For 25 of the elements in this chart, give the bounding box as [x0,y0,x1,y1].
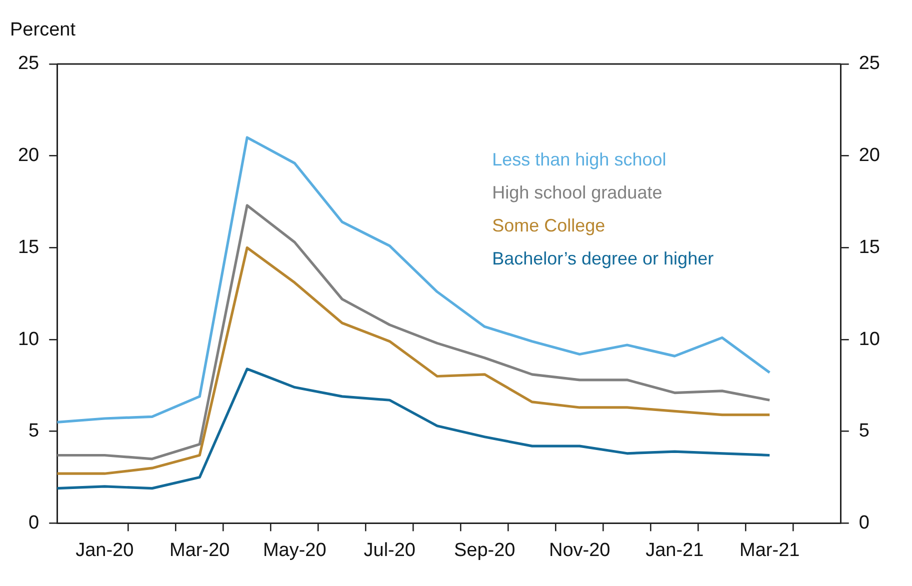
text: High school graduate [492,182,662,202]
y-tick-label: 0 [28,512,40,534]
y-tick-label: 20 [18,145,40,166]
y-axis-title: Percent [10,20,76,41]
y-tick-label: 25 [18,53,40,74]
x-tick-label: Mar-20 [170,540,230,561]
x-tick-label: Jan-21 [646,540,704,561]
y2-tick-label: 15 [858,236,880,258]
y2-tick-label: 0 [858,512,870,534]
x-tick-label: Nov-20 [548,540,610,561]
y-tick-label: 10 [18,328,40,350]
x-tick-label: May-20 [262,540,326,561]
x-tick-label: Mar-21 [740,540,800,561]
x-tick-label: Jan-20 [76,540,134,561]
y2-tick-label: 20 [858,145,880,166]
x-tick-label: Jul-20 [364,540,416,561]
x-tick-label: Sep-20 [454,540,516,561]
y2-tick-label: 25 [858,53,880,74]
text: Less than high school [492,149,666,170]
text: Bachelor’s degree or higher [492,248,714,268]
text: Some College [492,215,606,236]
y2-tick-label: 5 [858,420,870,442]
y-tick-label: 5 [28,420,40,442]
y2-tick-label: 10 [858,328,880,350]
y-tick-label: 15 [18,236,40,258]
